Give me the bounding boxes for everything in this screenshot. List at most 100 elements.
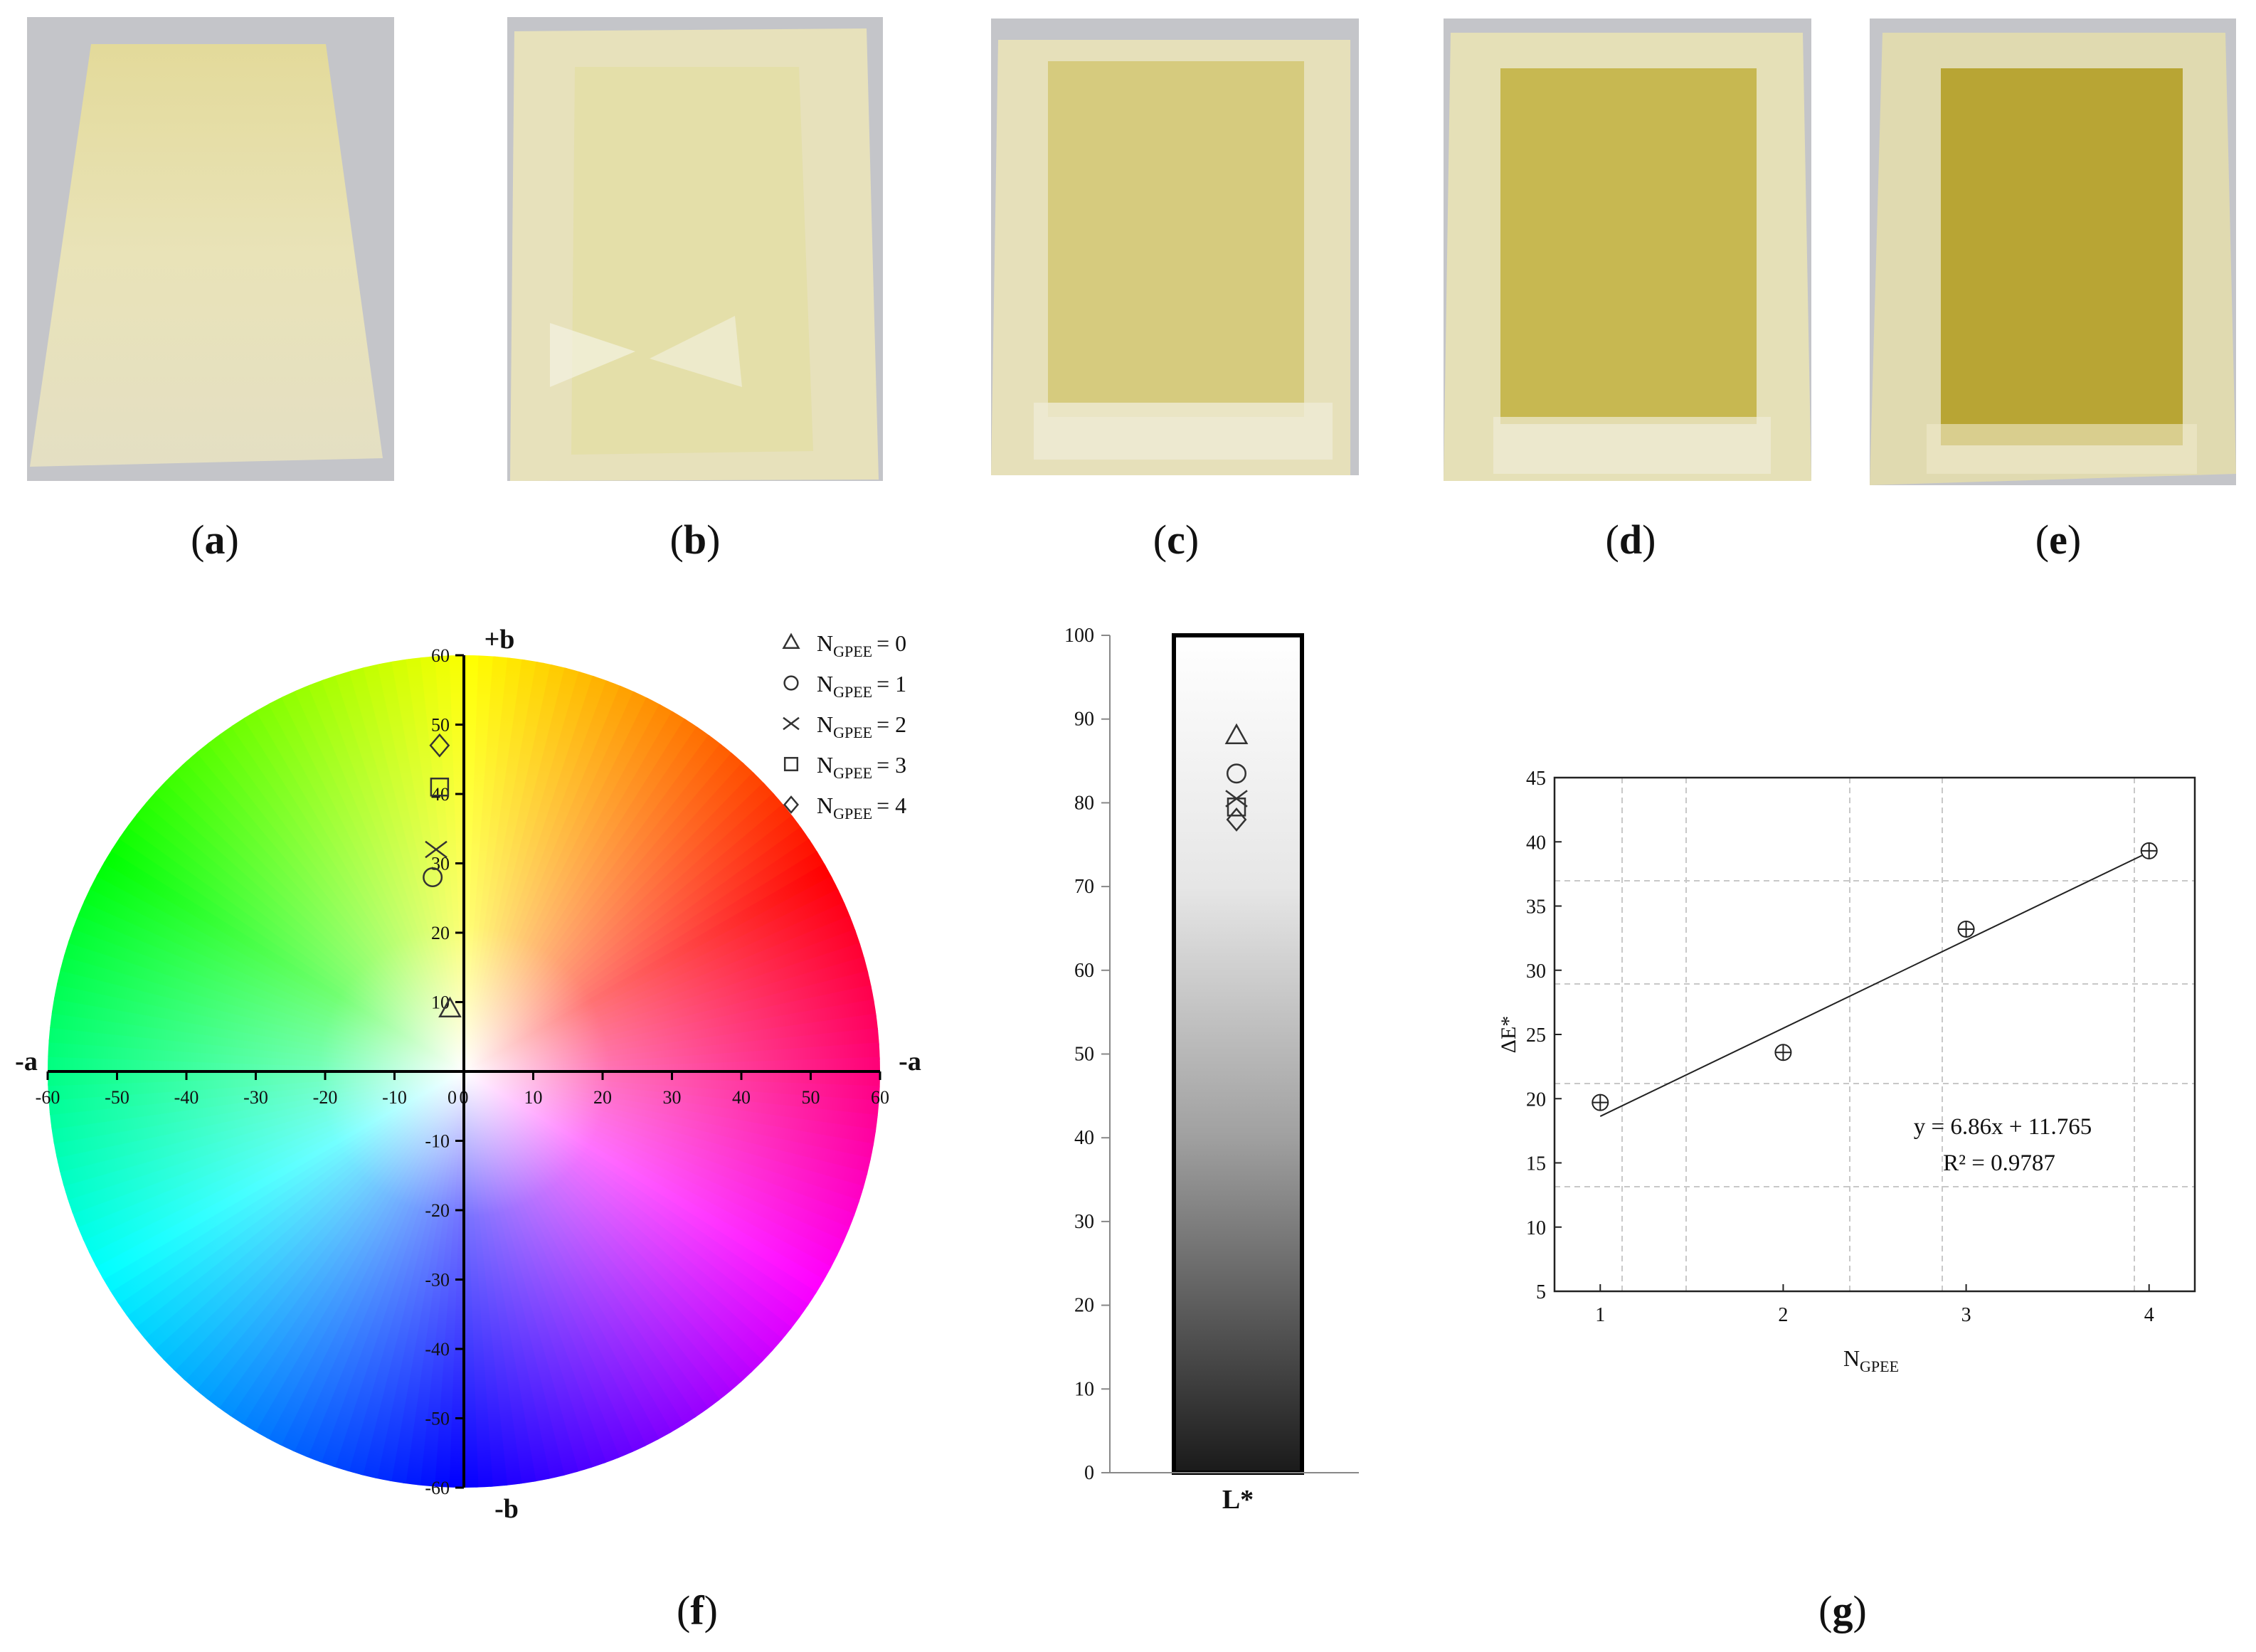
wheel-sector bbox=[464, 655, 578, 1071]
ab-axes: -60 -60 -50 -50 -40 -40 -30 -30 -20 -20 -10 -10 0 10 1… bbox=[15, 625, 921, 1524]
plot-frame bbox=[1553, 776, 2196, 1293]
l-axis-label: L* bbox=[1222, 1485, 1254, 1515]
x-axis-label: NGPEE bbox=[1843, 1345, 1899, 1375]
l-point-3 bbox=[1227, 798, 1246, 817]
wheel-sector bbox=[464, 683, 723, 1071]
ab-point-0 bbox=[438, 996, 462, 1017]
ab-point-1 bbox=[423, 867, 443, 887]
x-axis-label-base: N bbox=[1843, 1345, 1860, 1371]
b-tick-label: 10 bbox=[431, 992, 450, 1013]
delta-e-point-2 bbox=[1957, 920, 1975, 938]
wheel-sector bbox=[464, 1071, 880, 1217]
legend-marker-3 bbox=[783, 756, 799, 772]
a-axis-label-right: -a bbox=[899, 1047, 921, 1076]
wheel-sector bbox=[464, 1071, 880, 1276]
wheel-sector bbox=[169, 709, 464, 1071]
legend-label-sub: GPEE bbox=[833, 805, 872, 822]
wheel-sector bbox=[464, 802, 845, 1071]
wheel-sector bbox=[464, 1071, 512, 1488]
wheel-sector bbox=[48, 896, 464, 1071]
wheel-sector bbox=[464, 1071, 707, 1470]
wheel-sector bbox=[464, 1071, 880, 1155]
wheel-sector bbox=[464, 1071, 758, 1434]
b-axis-label-bottom: -b bbox=[494, 1494, 519, 1524]
wheel-sector bbox=[48, 1071, 464, 1135]
wheel-sector bbox=[307, 655, 464, 1071]
wheel-sector bbox=[48, 911, 464, 1071]
ab-point-2-stroke-1 bbox=[425, 840, 448, 859]
wheel-sector bbox=[464, 674, 709, 1071]
y-tick-label: 10 bbox=[1526, 1217, 1546, 1239]
a-tick-label: 50 bbox=[802, 1087, 820, 1108]
b-tick-label: -20 bbox=[425, 1200, 450, 1221]
l-tick-label: 30 bbox=[1074, 1211, 1094, 1233]
wheel-sector bbox=[275, 1071, 464, 1488]
wheel-sector bbox=[464, 1071, 861, 1317]
wheel-sector bbox=[381, 1071, 464, 1488]
wheel-sector bbox=[464, 692, 736, 1071]
wheel-sector bbox=[464, 655, 609, 1071]
panel-label-f: (f) bbox=[677, 1587, 718, 1634]
legend-label-2: NGPEE = 2 bbox=[817, 711, 906, 741]
wheel-sector bbox=[464, 945, 880, 1071]
wheel-sector bbox=[277, 655, 464, 1071]
wheel-sector bbox=[400, 655, 464, 1071]
wheel-sector bbox=[464, 1071, 720, 1462]
wheel-sector bbox=[101, 1071, 464, 1366]
wheel-sector bbox=[464, 885, 880, 1071]
delta-e-point-3 bbox=[2140, 842, 2158, 859]
film-sample-c bbox=[991, 40, 1350, 475]
l-tick-label: 80 bbox=[1074, 792, 1094, 814]
point-circle bbox=[1592, 1094, 1609, 1111]
wheel-sector bbox=[464, 655, 639, 1071]
legend-marker-2-stroke-1 bbox=[783, 716, 800, 731]
point-circle bbox=[1957, 920, 1975, 938]
y-axis-label: ΔE* bbox=[1497, 1016, 1520, 1054]
wheel-sector bbox=[73, 1071, 465, 1328]
legend-label-value: = 1 bbox=[877, 671, 906, 697]
a-tick-label: -20 bbox=[313, 1087, 338, 1108]
film-sample-b bbox=[510, 28, 879, 481]
wheel-sector bbox=[464, 1071, 880, 1246]
legend-marker-0 bbox=[782, 632, 800, 649]
wheel-sector bbox=[464, 1071, 591, 1488]
legend-label-base: N bbox=[817, 711, 833, 737]
l-tick-label: 100 bbox=[1064, 625, 1094, 647]
wheel-sector bbox=[48, 1071, 464, 1103]
wheel-sector bbox=[113, 763, 464, 1071]
wheel-sector bbox=[464, 777, 827, 1071]
wheel-sector bbox=[218, 1071, 464, 1468]
wheel-sector bbox=[337, 655, 464, 1071]
wheel-sector bbox=[75, 812, 464, 1071]
wheel-sector bbox=[464, 655, 531, 1071]
film-sample-d bbox=[1444, 33, 1811, 481]
wheel-sector bbox=[464, 1071, 835, 1356]
b-tick-label: -40 bbox=[425, 1339, 450, 1360]
wheel-sector bbox=[464, 1071, 844, 1343]
wheel-sector bbox=[48, 882, 464, 1071]
l-tick-label: 90 bbox=[1074, 709, 1094, 731]
panel-label-a: (a) bbox=[191, 517, 239, 563]
photo-panel-b bbox=[507, 17, 883, 481]
wheel-sector bbox=[464, 655, 668, 1071]
wheel-sector bbox=[464, 1071, 544, 1488]
b-tick-label-zero: 0 bbox=[448, 1087, 457, 1108]
lightness-bar bbox=[1172, 633, 1304, 1475]
wheel-sector bbox=[464, 976, 880, 1071]
wheel-sector bbox=[464, 1071, 815, 1380]
wheel-sector bbox=[48, 1005, 464, 1071]
wheel-sector bbox=[48, 1071, 464, 1213]
legend-marker-2 bbox=[783, 716, 800, 731]
wheel-sector bbox=[132, 1071, 464, 1401]
photo-panel-a bbox=[27, 17, 394, 481]
wheel-sector bbox=[464, 1023, 880, 1071]
wheel-sector bbox=[304, 1071, 464, 1488]
legend-label-sub: GPEE bbox=[833, 642, 872, 660]
wheel-sector bbox=[464, 1071, 783, 1414]
a-tick-label: -50 bbox=[105, 1087, 129, 1108]
l-point-1 bbox=[1227, 763, 1246, 784]
legend-label-0: NGPEE = 0 bbox=[817, 630, 906, 660]
b-tick-label: 30 bbox=[431, 854, 450, 874]
wheel-sector bbox=[464, 1039, 880, 1071]
